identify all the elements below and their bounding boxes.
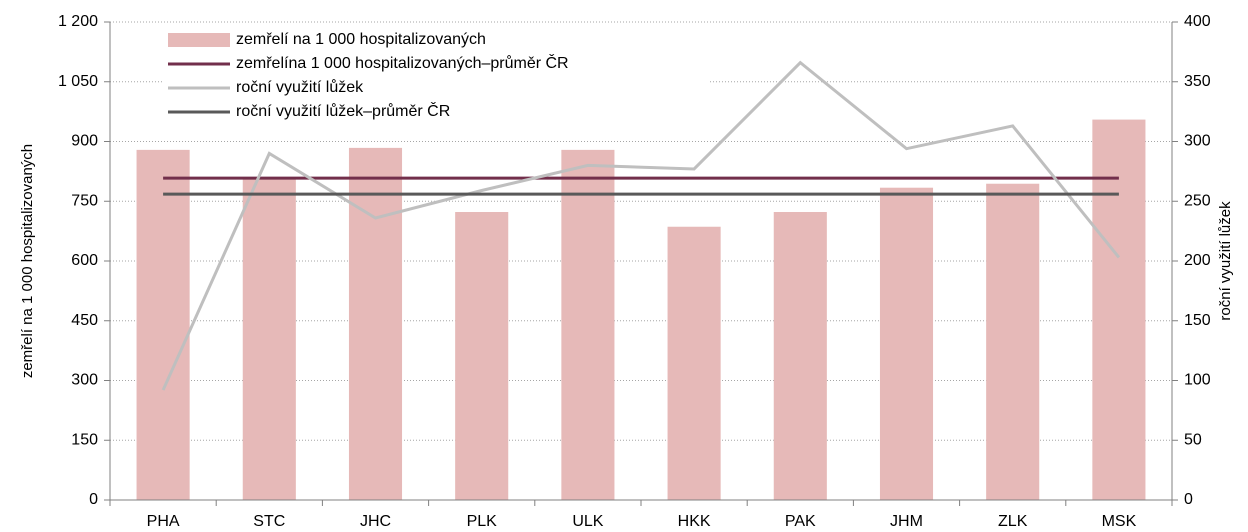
- legend-label: zemřelí na 1 000 hospitalizovaných: [236, 31, 486, 48]
- y2-tick-label: 250: [1184, 192, 1211, 209]
- y-axis-label: zemřelí na 1 000 hospitalizovaných: [19, 144, 36, 378]
- y2-tick-label: 50: [1184, 431, 1202, 448]
- y2-tick-label: 150: [1184, 312, 1211, 329]
- x-tick-label: MSK: [1102, 513, 1137, 530]
- y2-axis-label: roční využití lůžek: [1217, 201, 1234, 321]
- y-tick-label: 600: [71, 252, 98, 269]
- bar: [986, 183, 1040, 500]
- bar: [455, 212, 509, 500]
- y-tick-label: 0: [89, 491, 98, 508]
- bar: [773, 212, 827, 500]
- y2-tick-label: 200: [1184, 252, 1211, 269]
- bar: [1092, 119, 1146, 500]
- y2-tick-label: 400: [1184, 13, 1211, 30]
- y-tick-label: 1 050: [58, 73, 98, 90]
- bar: [561, 149, 615, 501]
- bar: [136, 149, 190, 501]
- y2-tick-label: 350: [1184, 73, 1211, 90]
- bar: [879, 187, 934, 500]
- bar: [242, 177, 296, 500]
- line: [161, 60, 1121, 391]
- y2-tick-label: 100: [1184, 372, 1211, 389]
- x-tick-label: PLK: [467, 513, 498, 530]
- x-tick-label: ZLK: [998, 513, 1028, 530]
- x-tick-label: HKK: [678, 513, 711, 530]
- y-tick-label: 1 200: [58, 13, 98, 30]
- bar: [348, 147, 403, 500]
- legend-background: [164, 28, 709, 124]
- y-tick-label: 450: [71, 312, 98, 329]
- x-tick-label: PHA: [147, 513, 180, 530]
- x-tick-label: STC: [253, 513, 285, 530]
- y2-tick-label: 300: [1184, 133, 1211, 150]
- y-tick-label: 750: [71, 192, 98, 209]
- y-tick-label: 150: [71, 431, 98, 448]
- y2-tick-label: 0: [1184, 491, 1193, 508]
- y-tick-label: 900: [71, 133, 98, 150]
- x-tick-label: ULK: [572, 513, 603, 530]
- x-tick-label: PAK: [785, 513, 816, 530]
- legend-label: zemřelína 1 000 hospitalizovaných–průměr…: [236, 53, 569, 72]
- legend-label: roční využití lůžek–průměr ČR: [236, 101, 450, 120]
- y-tick-label: 300: [71, 372, 98, 389]
- x-tick-label: JHM: [890, 513, 923, 530]
- legend-swatch: [168, 33, 230, 47]
- bar: [667, 226, 721, 500]
- legend-label: roční využití lůžek: [236, 78, 364, 96]
- x-tick-label: JHC: [360, 513, 391, 530]
